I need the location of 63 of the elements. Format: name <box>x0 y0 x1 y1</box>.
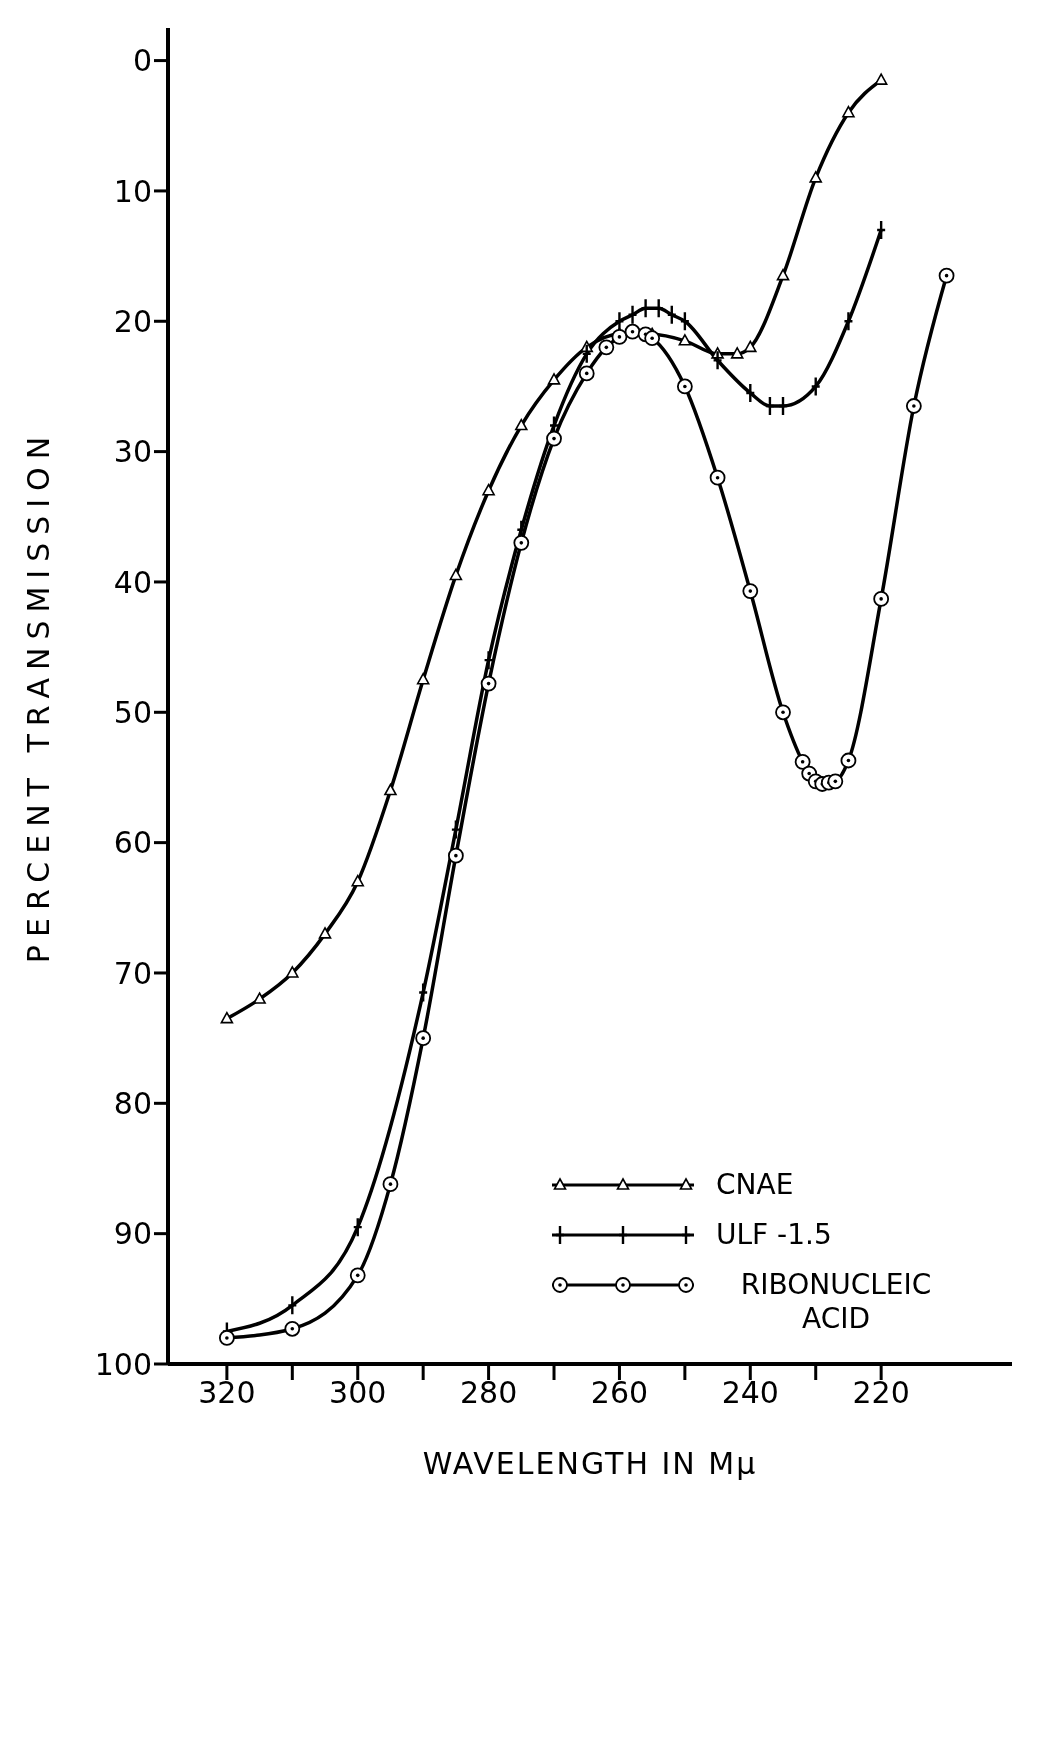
point <box>809 171 823 183</box>
y-tick-label: 90 <box>113 1216 152 1252</box>
legend-label: CNAE <box>716 1168 794 1202</box>
y-axis-title: PERCENT TRANSMISSION <box>20 428 56 964</box>
point <box>611 329 628 345</box>
point <box>776 268 790 281</box>
y-tick-label: 60 <box>113 825 152 861</box>
point <box>730 347 744 359</box>
point <box>415 1030 432 1047</box>
point <box>905 398 922 414</box>
x-tick-label: 260 <box>590 1375 649 1411</box>
y-tick-label: 20 <box>113 303 152 339</box>
point <box>547 373 561 385</box>
point <box>874 73 888 85</box>
point <box>482 483 495 496</box>
point <box>624 323 641 340</box>
point <box>742 583 759 599</box>
point <box>513 534 530 551</box>
point <box>709 469 726 486</box>
point <box>253 992 266 1004</box>
point <box>351 874 365 887</box>
point <box>775 704 791 721</box>
point <box>218 1330 235 1346</box>
point <box>447 847 464 864</box>
point <box>480 675 497 692</box>
legend-label: ULF -1.5 <box>716 1218 832 1252</box>
x-tick-label: 280 <box>459 1375 518 1411</box>
y-tick-label: 70 <box>113 955 152 991</box>
point <box>840 752 857 769</box>
point <box>578 365 595 382</box>
point <box>794 753 811 770</box>
y-tick-label: 100 <box>94 1346 152 1382</box>
point <box>515 418 528 431</box>
point <box>827 773 844 790</box>
legend-label: RIBONUCLEIC ACID <box>739 1268 933 1336</box>
y-tick-label: 40 <box>113 564 152 600</box>
x-tick-label: 240 <box>721 1375 779 1411</box>
point <box>286 966 299 978</box>
y-tick-label: 10 <box>113 173 152 209</box>
point <box>384 783 397 796</box>
x-tick-label: 220 <box>852 1375 910 1411</box>
y-tick-label: 30 <box>113 434 152 470</box>
point <box>449 568 463 581</box>
point <box>676 378 693 395</box>
y-tick-label: 50 <box>113 694 152 730</box>
point <box>743 340 757 353</box>
point <box>284 1320 301 1337</box>
y-tick-label: 0 <box>132 43 152 79</box>
point <box>349 1267 366 1284</box>
point <box>546 430 562 447</box>
point <box>416 672 430 685</box>
point <box>318 927 332 939</box>
point <box>873 591 890 607</box>
x-tick-label: 320 <box>198 1375 256 1411</box>
point <box>598 339 615 356</box>
point <box>938 267 955 284</box>
point <box>382 1176 399 1193</box>
x-tick-label: 300 <box>329 1375 387 1411</box>
point <box>220 1011 234 1024</box>
x-axis-title: WAVELENGTH IN Mμ <box>422 1446 758 1481</box>
point <box>842 105 855 118</box>
point <box>678 334 692 346</box>
y-tick-label: 80 <box>113 1085 152 1121</box>
